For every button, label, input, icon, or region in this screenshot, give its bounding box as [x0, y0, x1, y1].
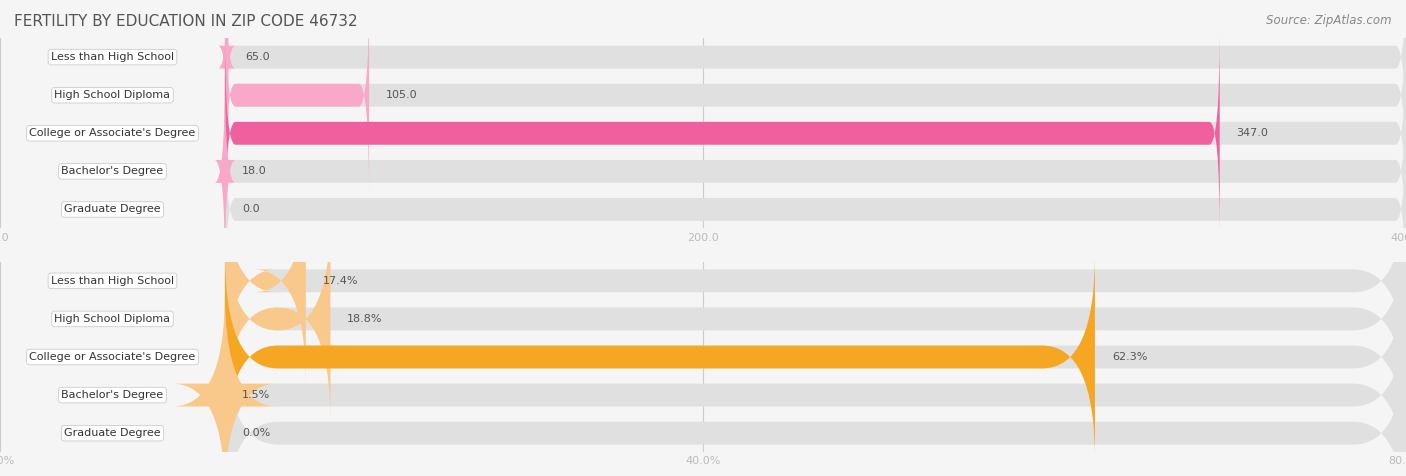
- FancyBboxPatch shape: [225, 0, 368, 198]
- FancyBboxPatch shape: [225, 216, 330, 422]
- Text: 18.8%: 18.8%: [347, 314, 382, 324]
- Text: FERTILITY BY EDUCATION IN ZIP CODE 46732: FERTILITY BY EDUCATION IN ZIP CODE 46732: [14, 14, 357, 30]
- FancyBboxPatch shape: [225, 69, 1406, 274]
- FancyBboxPatch shape: [225, 178, 305, 384]
- FancyBboxPatch shape: [173, 292, 278, 476]
- Text: College or Associate's Degree: College or Associate's Degree: [30, 128, 195, 139]
- Text: 62.3%: 62.3%: [1112, 352, 1147, 362]
- FancyBboxPatch shape: [225, 254, 1095, 460]
- FancyBboxPatch shape: [215, 69, 236, 274]
- Text: High School Diploma: High School Diploma: [55, 90, 170, 100]
- Text: Source: ZipAtlas.com: Source: ZipAtlas.com: [1267, 14, 1392, 27]
- FancyBboxPatch shape: [225, 254, 1406, 460]
- Text: Graduate Degree: Graduate Degree: [65, 204, 160, 215]
- FancyBboxPatch shape: [218, 0, 236, 160]
- FancyBboxPatch shape: [225, 0, 1406, 198]
- Text: 65.0: 65.0: [246, 52, 270, 62]
- Text: 1.5%: 1.5%: [242, 390, 270, 400]
- FancyBboxPatch shape: [225, 292, 1406, 476]
- Text: 0.0: 0.0: [242, 204, 260, 215]
- Text: 18.0: 18.0: [242, 166, 267, 177]
- Text: 347.0: 347.0: [1237, 128, 1268, 139]
- FancyBboxPatch shape: [225, 30, 1220, 236]
- Text: College or Associate's Degree: College or Associate's Degree: [30, 352, 195, 362]
- FancyBboxPatch shape: [225, 216, 1406, 422]
- FancyBboxPatch shape: [225, 0, 1406, 160]
- Text: Less than High School: Less than High School: [51, 52, 174, 62]
- Text: 17.4%: 17.4%: [322, 276, 359, 286]
- Text: Less than High School: Less than High School: [51, 276, 174, 286]
- FancyBboxPatch shape: [225, 30, 1406, 236]
- Text: Bachelor's Degree: Bachelor's Degree: [62, 166, 163, 177]
- Text: 0.0%: 0.0%: [242, 428, 270, 438]
- Text: Graduate Degree: Graduate Degree: [65, 428, 160, 438]
- FancyBboxPatch shape: [225, 330, 1406, 476]
- Text: High School Diploma: High School Diploma: [55, 314, 170, 324]
- Text: 105.0: 105.0: [385, 90, 418, 100]
- FancyBboxPatch shape: [225, 107, 1406, 312]
- Text: Bachelor's Degree: Bachelor's Degree: [62, 390, 163, 400]
- FancyBboxPatch shape: [225, 178, 1406, 384]
